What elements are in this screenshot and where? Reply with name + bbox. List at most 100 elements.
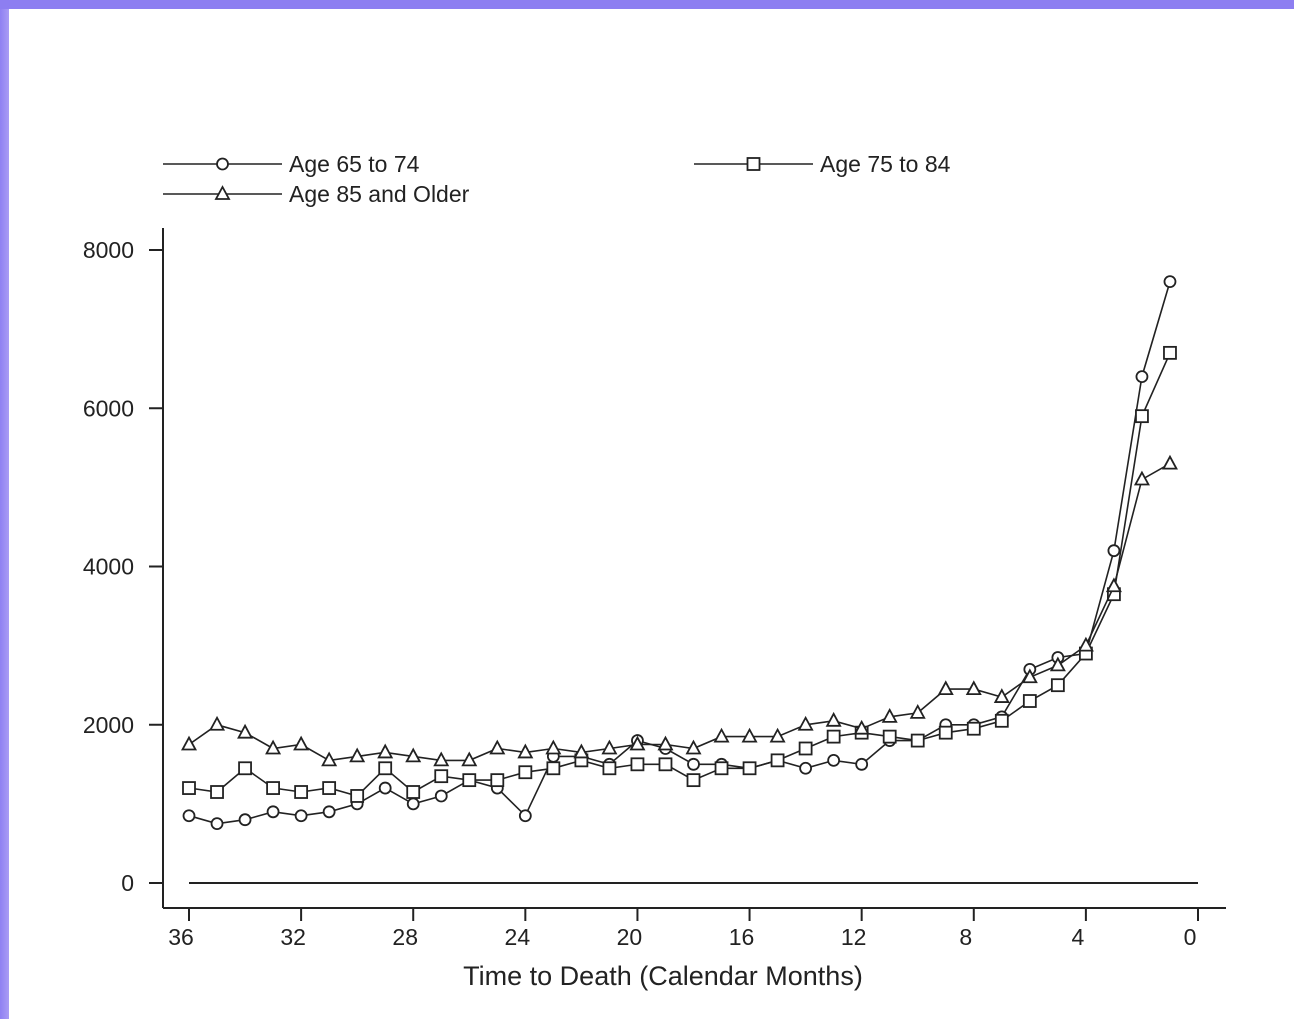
data-point [853,719,870,735]
legend-entry: Age 85 and Older [163,181,470,207]
x-tick-label: 24 [505,924,531,950]
legend-label: Age 65 to 74 [289,151,420,177]
data-point [1135,370,1149,384]
x-tick-label: 4 [1071,924,1084,950]
data-point [434,769,449,784]
data-point [855,757,869,771]
data-point [182,781,196,795]
data-point [434,789,448,803]
data-point [265,739,282,755]
data-point [1049,656,1066,672]
data-point [687,757,700,771]
legend-entry: Age 65 to 74 [163,151,420,177]
series-line [188,352,1171,797]
data-point [180,735,198,751]
legend-marker [216,157,229,171]
data-point [827,753,841,767]
x-axis-label: Time to Death (Calendar Months) [463,961,863,991]
data-point [293,735,310,751]
axes: 8000 6000 4000 2000 0 36 32 28 24 20 16 12 8 4 0 [83,228,1226,950]
data-point [658,757,673,772]
y-tick-label: 4000 [83,554,134,580]
data-point [1077,636,1094,652]
data-point [518,809,532,823]
data-point [714,761,729,776]
x-tick-label: 20 [617,924,643,950]
data-point [237,723,254,739]
data-point [825,711,842,727]
data-point [461,751,478,767]
series-3 [180,454,1178,767]
legend-marker [746,157,761,171]
data-point [182,809,196,823]
data-point [573,743,590,759]
x-tick-label: 8 [959,924,972,950]
data-point [769,727,786,743]
series-layer [180,275,1178,831]
data-point [1022,694,1037,708]
legend-entry: Age 75 to 84 [694,151,951,177]
data-point [238,813,252,827]
data-point [490,773,505,788]
data-point [938,725,953,740]
x-tick-label: 16 [729,924,755,950]
x-tick-label: 32 [280,924,306,950]
data-point [826,729,841,744]
data-point [546,761,561,776]
data-point [1163,345,1177,360]
series-line [188,462,1171,762]
data-point [770,753,785,768]
data-point [406,797,420,811]
data-point [322,781,337,795]
data-point [350,789,365,803]
x-tick-label: 36 [168,924,194,950]
data-point [909,703,926,719]
slide-canvas [9,9,1294,1019]
legend: Age 65 to 74 Age 75 to 84 Age 85 and Older [163,151,951,207]
y-tick-label: 8000 [83,237,134,263]
data-point [994,713,1009,728]
legend-label: Age 85 and Older [289,181,470,207]
data-point [378,761,393,776]
data-point [294,809,308,823]
data-point [294,785,309,799]
x-tick-label: 12 [841,924,867,950]
data-point [1105,577,1122,593]
data-point [686,773,701,788]
data-point [685,739,702,755]
data-point [517,743,534,759]
data-point [1163,275,1177,289]
data-point [405,747,422,763]
data-point [266,805,280,819]
data-point [881,707,898,723]
y-tick-label: 0 [121,870,134,896]
data-point [321,751,338,767]
series-line [188,281,1171,825]
data-point [433,751,450,767]
data-point [630,757,645,772]
legend-marker [214,185,231,200]
data-point [545,739,562,755]
data-point [209,715,226,731]
data-point [1021,668,1038,684]
data-point [993,688,1010,703]
legend-label: Age 75 to 84 [820,151,951,177]
data-point [238,761,252,776]
data-point [1161,454,1178,470]
y-tick-label: 2000 [83,712,134,738]
data-point [322,805,336,819]
data-point [966,721,981,736]
data-point [965,680,982,696]
x-tick-label: 0 [1184,924,1197,950]
data-point [882,729,897,744]
data-point [742,761,757,776]
data-point [1050,678,1065,693]
data-point [349,747,366,763]
data-point [797,715,814,731]
data-point [713,727,730,743]
y-tick-label: 6000 [83,395,134,421]
data-point [406,785,421,799]
frame-top-border [0,0,1294,9]
data-point [602,761,617,776]
